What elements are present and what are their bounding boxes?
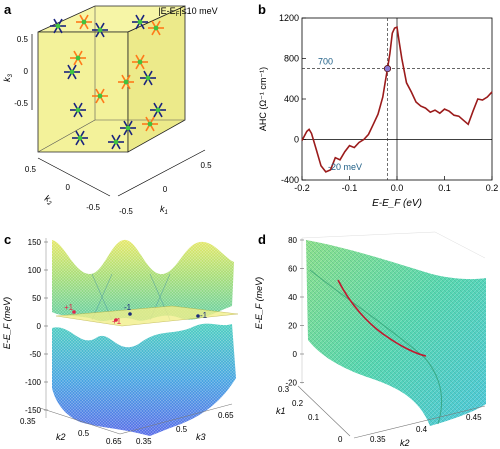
c-zlabel: E-E_F (meV) (2, 297, 12, 349)
k3-tick-2: -0.5 (14, 99, 28, 108)
c-fermi-plane (55, 305, 239, 327)
panel-label-d: d (258, 232, 266, 247)
weyl-point-12 (72, 130, 88, 146)
weyl-point-10 (70, 102, 86, 118)
weyl-point-4 (148, 20, 164, 36)
c-k3-tick-0: 0.35 (136, 437, 152, 446)
panel-label-b: b (258, 2, 266, 17)
weyl-point-5 (70, 50, 86, 66)
d-k2-label: k2 (400, 438, 410, 448)
annotation-700: 700 (318, 57, 333, 67)
b-xlabel: E-E_F (eV) (372, 198, 422, 209)
d-k1-tick-0: 0.3 (278, 385, 290, 394)
k1-tick-2: 0.5 (200, 161, 212, 170)
weyl-point-15 (108, 134, 124, 150)
b-xtick-3: 0.1 (438, 183, 451, 193)
c-k2-tick-1: 0.5 (78, 429, 90, 438)
d-ztick-4: 0 (293, 350, 298, 359)
d-k2-tick-0: 0.35 (370, 435, 386, 444)
d-ztick-1: 60 (288, 265, 297, 274)
weyl-point-2 (92, 22, 108, 38)
c-ztick-4: -50 (29, 350, 41, 359)
b-ytick-2: 400 (284, 94, 299, 104)
b-xtick-0: -0.2 (294, 183, 310, 193)
weyl-point-9 (140, 70, 156, 86)
charge-label-3: -1 (200, 311, 208, 320)
c-k3-tick-2: 0.65 (218, 411, 234, 420)
d-k1-tick-1: 0.2 (292, 399, 304, 408)
k3-axis-label: k3 (2, 73, 14, 82)
b-xtick-4: 0.2 (486, 183, 499, 193)
c-k2-label: k2 (56, 432, 66, 442)
d-k1-tick-2: 0.1 (308, 413, 320, 422)
d-k1-label: k1 (276, 406, 286, 416)
k2-axis-label: k2 (42, 193, 55, 208)
weyl-point-7 (132, 54, 148, 70)
k1-tick-1: 0 (163, 185, 168, 194)
panel-label-c: c (4, 232, 12, 247)
b-ytick-3: 800 (284, 54, 299, 64)
d-weyl-line (337, 279, 427, 357)
b-ytick-0: -400 (281, 175, 299, 185)
weyl-point-1 (76, 14, 92, 30)
b-xtick-1: -0.1 (342, 183, 358, 193)
ahc-marker-700 (383, 65, 392, 73)
c-k3-label: k3 (196, 432, 206, 442)
d-k2-tick-2: 0.45 (466, 413, 482, 422)
c-ztick-2: 50 (32, 294, 41, 303)
panel-a-cube: |E-EF|≤10 meV 0.5 0 -0.5 k3 0.5 0 -0.5 k… (2, 5, 218, 216)
charge-label-1: -1 (124, 303, 132, 312)
k3-tick-1: 0 (24, 67, 29, 76)
c-ztick-3: 0 (37, 322, 42, 331)
c-k2-tick-0: 0.35 (20, 417, 36, 426)
weyl-point-11 (92, 88, 108, 104)
annotation-minus-20-mev: -20 meV (328, 162, 362, 172)
panel-label-a: a (4, 2, 12, 17)
c-k3-tick-1: 0.5 (176, 425, 188, 434)
d-ztick-2: 40 (288, 293, 297, 302)
weyl-point-16 (150, 102, 166, 118)
b-xtick-2: 0.0 (391, 183, 404, 193)
panel-b-ahc-chart: -0.2 -0.1 0.0 0.1 0.2 -400 0 400 800 1200 700 -20… (258, 13, 499, 209)
weyl-point-6 (64, 64, 80, 80)
b-ytick-4: 1200 (279, 13, 299, 23)
c-k2-tick-2: 0.65 (106, 437, 122, 446)
b-ylabel: AHC (Ω⁻¹ cm⁻¹) (258, 67, 268, 131)
b-ytick-1: 0 (294, 135, 299, 145)
k1-axis-label: k1 (160, 204, 168, 216)
charge-label-0: +1 (64, 303, 74, 312)
c-ztick-6: -150 (25, 406, 42, 415)
k2-tick-0: 0.5 (25, 165, 37, 174)
weyl-point-13 (120, 120, 136, 136)
c-ztick-1: 100 (28, 266, 42, 275)
weyl-point-3 (132, 14, 148, 30)
d-k2-tick-1: 0.4 (416, 425, 428, 434)
k3-tick-0: 0.5 (17, 35, 29, 44)
k1-tick-0: -0.5 (119, 207, 133, 216)
ahc-curve (301, 25, 493, 173)
weyl-point-14 (142, 116, 158, 132)
weyl-point-8 (118, 74, 134, 90)
d-ztick-5: -20 (285, 379, 297, 388)
k2-tick-2: -0.5 (86, 203, 100, 212)
weyl-point-0 (50, 18, 66, 34)
energy-window-label: |E-EF|≤10 meV (158, 6, 217, 18)
k2-tick-1: 0 (66, 183, 71, 192)
d-zlabel: E-E_F (meV) (254, 277, 264, 329)
panel-d-surface: 80 60 40 20 0 -20 E-E_F (meV) 0.3 0.2 0.1 0 0… (254, 231, 486, 448)
weyl-points (50, 14, 166, 150)
d-k1-tick-3: 0 (338, 435, 343, 444)
d-ztick-3: 20 (288, 322, 297, 331)
c-ztick-0: 150 (28, 238, 42, 247)
d-ztick-0: 80 (288, 236, 297, 245)
c-ztick-5: -100 (25, 378, 42, 387)
